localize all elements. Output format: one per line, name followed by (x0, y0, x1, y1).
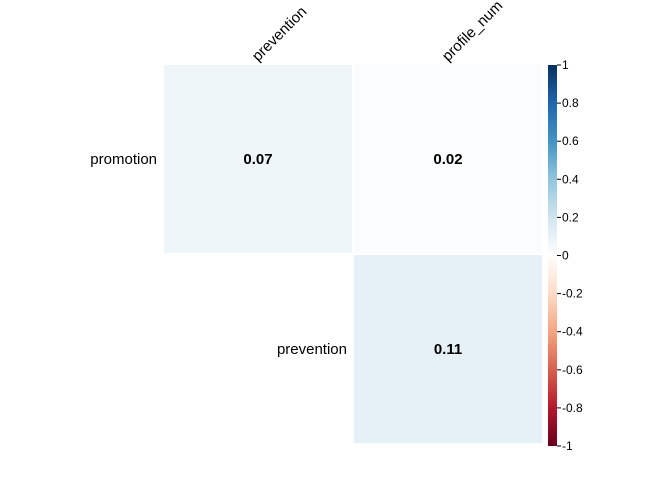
colorbar-tick-label: -0.2 (562, 287, 583, 301)
colorbar-tick-label: -0.4 (562, 325, 583, 339)
colorbar-tick-label: 0 (562, 249, 569, 263)
colorbar-tick-label: 0.2 (562, 210, 579, 224)
cell-value-label: 0.07 (243, 151, 272, 168)
colorbar-tick-label: 1 (562, 58, 569, 72)
cell-value-label: 0.11 (434, 341, 462, 358)
column-label: prevention (249, 3, 311, 65)
heatmap-cell (164, 65, 352, 253)
row-label: prevention (277, 341, 347, 358)
colorbar-tick-label: 0.8 (562, 96, 579, 110)
colorbar-tick-label: 0.6 (562, 134, 579, 148)
colorbar-tick-label: 0.4 (562, 172, 579, 186)
heatmap-cell (354, 65, 542, 253)
colorbar (548, 65, 557, 446)
column-label: profile_num (439, 0, 506, 65)
heatmap-cell (354, 255, 542, 443)
colorbar-tick-label: -1 (562, 439, 573, 453)
row-label: promotion (90, 151, 157, 168)
colorbar-tick-label: -0.8 (562, 401, 583, 415)
colorbar-tick-label: -0.6 (562, 363, 583, 377)
cell-value-label: 0.02 (433, 151, 462, 168)
